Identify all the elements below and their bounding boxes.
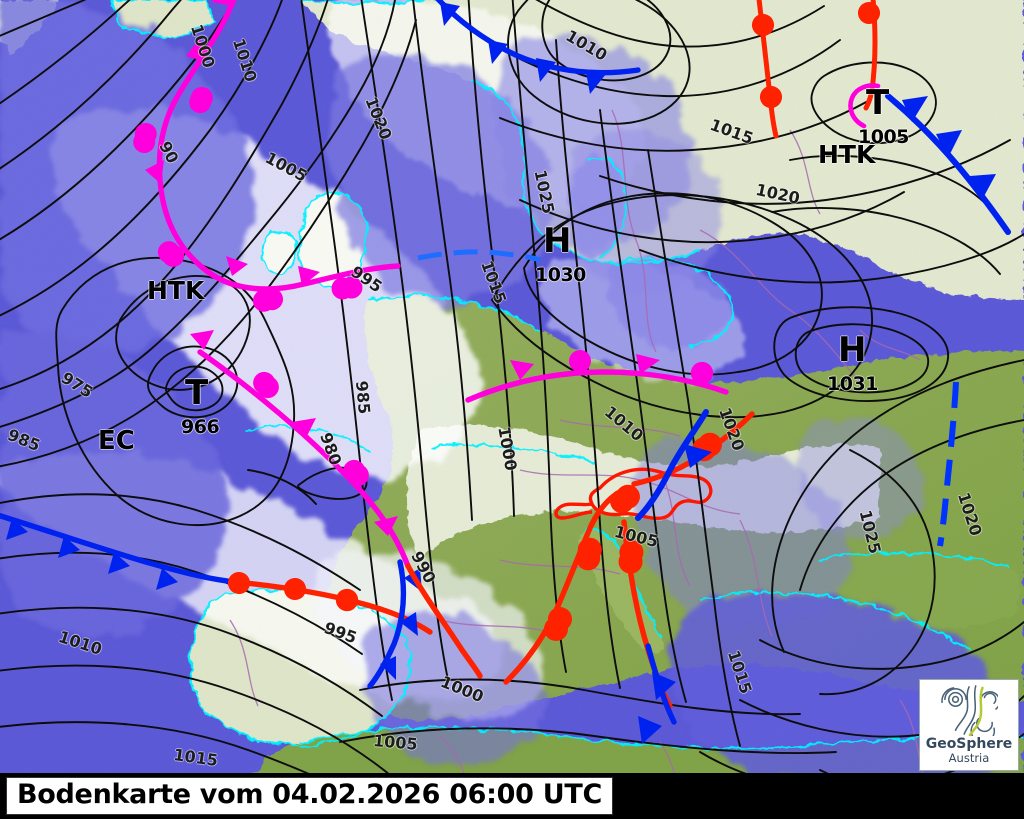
isobar-label: 1005	[372, 731, 419, 754]
warm-front-norway	[751, 0, 783, 139]
low-center-symbol: T	[866, 83, 890, 123]
warm-front-atlantic	[227, 571, 433, 635]
provider-tag-label: HTK	[147, 276, 205, 305]
pressure-center-value: 966	[181, 416, 220, 438]
logo-subtitle: Austria	[948, 750, 990, 765]
pressure-center-value: 1005	[858, 126, 909, 148]
warm-front-iberia	[405, 563, 483, 679]
logo-name: GeoSphere	[925, 736, 1013, 752]
contour-swirl-icon	[941, 685, 998, 736]
cold-front-atlantic-southwest	[0, 512, 239, 590]
map-title-caption: Bodenkarte vom 04.02.2026 06:00 UTC	[6, 777, 613, 815]
trough-line-baltic	[417, 249, 541, 263]
high-center-symbol: H	[838, 330, 867, 370]
high-center-symbol: H	[543, 221, 572, 261]
occluded-front-north-atlantic	[133, 0, 401, 312]
cold-front-scandinavia	[885, 93, 1011, 235]
occluded-front-htk-low	[848, 83, 881, 129]
cold-front-alps	[635, 409, 712, 521]
pressure-center-value: 1031	[827, 373, 878, 395]
isobar-label: 985	[352, 380, 374, 415]
model-source-label: EC	[98, 426, 135, 456]
pressure-center-value: 1030	[535, 264, 586, 286]
geosphere-logo: GeoSphere Austria	[919, 679, 1019, 771]
occluded-front-central-europe	[465, 350, 729, 403]
provider-tag-label: HTK	[818, 140, 876, 169]
cold-front-aegean	[618, 519, 677, 744]
warm-front-mediterranean	[503, 484, 640, 685]
occluded-front-atlantic-trailing	[190, 330, 411, 569]
low-center-symbol: T	[185, 373, 209, 413]
caption-bar: Bodenkarte vom 04.02.2026 06:00 UTC	[0, 773, 1024, 819]
cold-front-north-sea	[435, 0, 641, 94]
